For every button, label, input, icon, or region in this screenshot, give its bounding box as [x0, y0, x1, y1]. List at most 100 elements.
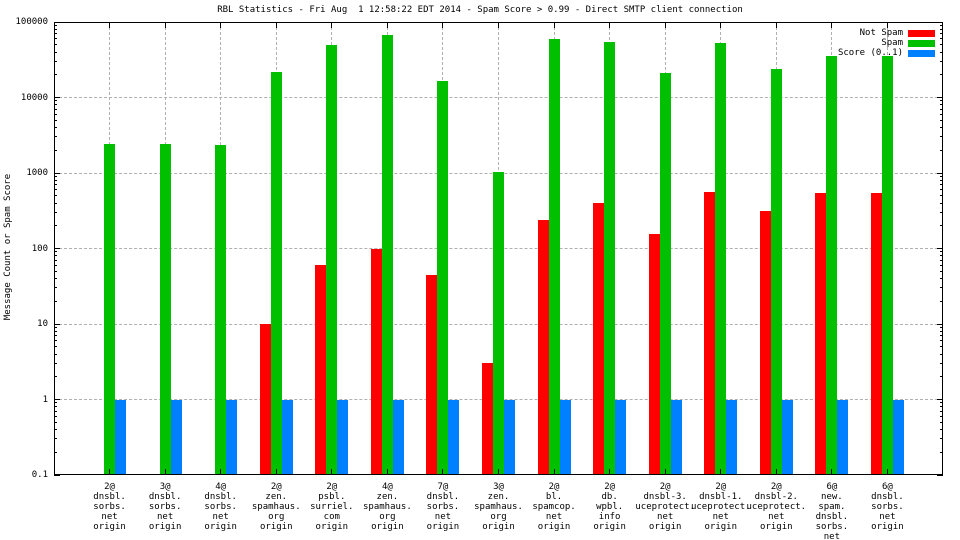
- y-axis-minor-tick: [54, 119, 57, 121]
- y-axis-minor-tick: [54, 38, 57, 40]
- x-axis-tick: [109, 469, 111, 475]
- x-axis-tick: [164, 469, 166, 475]
- x-axis-tick: [775, 22, 777, 28]
- legend-label-not-spam: Not Spam: [859, 28, 903, 38]
- x-axis-tick: [498, 469, 499, 475]
- x-axis-tick-label-line: spam.: [818, 502, 846, 512]
- x-axis-tick-label-line: bl.: [545, 492, 563, 502]
- y-axis-minor-tick: [940, 270, 943, 272]
- y-axis-tick: [54, 248, 60, 249]
- y-axis-minor-tick: [54, 24, 57, 26]
- y-axis-tick: [937, 323, 943, 325]
- y-axis-minor-tick: [54, 402, 57, 404]
- y-axis-minor-tick: [54, 376, 57, 378]
- x-axis-tick-label-line: origin: [315, 522, 349, 532]
- x-axis-tick-label-line: 2@: [659, 482, 671, 492]
- y-axis-tick: [54, 97, 60, 98]
- y-axis-tick: [937, 21, 943, 23]
- x-axis-tick-label-line: psbl.: [318, 492, 346, 502]
- x-axis-tick-label-line: org: [268, 512, 285, 522]
- y-axis-minor-tick: [54, 270, 57, 272]
- y-axis-minor-tick: [940, 175, 943, 177]
- x-axis-tick-label-line: 2@: [604, 482, 616, 492]
- y-axis-minor-tick: [940, 421, 943, 423]
- bar-spam: [326, 44, 338, 475]
- x-axis-tick-label-line: origin: [482, 522, 515, 532]
- y-axis-minor-tick: [940, 184, 943, 186]
- x-axis-tick: [609, 22, 611, 28]
- y-axis-minor-tick: [54, 149, 57, 151]
- x-axis-tick: [609, 469, 611, 475]
- bar-score-0-1: [559, 399, 571, 475]
- x-axis-tick-label-line: 3@: [493, 482, 504, 492]
- y-axis-tick: [54, 323, 60, 325]
- y-axis-minor-tick: [940, 335, 943, 337]
- x-axis-tick-label-line: net: [823, 532, 840, 540]
- y-axis-minor-tick: [940, 189, 943, 191]
- legend: Not Spam Spam Score (0..1): [838, 28, 935, 58]
- bar-score-0-1: [392, 399, 404, 475]
- x-axis-tick: [220, 469, 222, 475]
- y-axis-minor-tick: [54, 100, 57, 102]
- x-axis-tick-label-line: surriel.: [310, 502, 354, 512]
- x-axis-tick: [831, 22, 833, 28]
- y-axis-minor-tick: [940, 24, 943, 26]
- bar-score-0-1: [281, 399, 293, 475]
- x-axis-tick-label-line: dnsbl.: [93, 492, 126, 502]
- x-axis-tick-label-line: origin: [537, 522, 571, 532]
- y-axis-minor-tick: [54, 346, 57, 348]
- y-axis-minor-tick: [54, 175, 57, 177]
- y-axis-minor-tick: [54, 340, 57, 342]
- bar-spam: [104, 144, 116, 475]
- bar-spam: [548, 39, 560, 475]
- y-axis-tick-label: 1: [42, 394, 48, 405]
- x-axis-tick-label-line: zen.: [265, 492, 288, 502]
- y-axis-minor-tick: [54, 300, 57, 302]
- x-axis-tick-label-line: origin: [648, 522, 682, 532]
- bar-not-spam: [315, 265, 327, 475]
- x-axis-tick: [886, 22, 888, 28]
- y-axis-minor-tick: [54, 104, 57, 106]
- y-axis-minor-tick: [940, 108, 943, 110]
- x-axis-tick-label-line: origin: [871, 522, 904, 532]
- x-axis-tick-label-line: com: [323, 512, 340, 522]
- bar-not-spam: [870, 192, 882, 475]
- x-axis-tick: [775, 469, 777, 475]
- bar-score-0-1: [170, 399, 182, 475]
- y-axis-minor-tick: [940, 451, 943, 453]
- y-axis-tick: [54, 172, 60, 174]
- bar-score-0-1: [670, 399, 682, 475]
- y-axis-minor-tick: [54, 195, 57, 197]
- x-axis-tick-label-line: uceprotect.: [635, 502, 695, 512]
- y-axis-minor-tick: [940, 100, 943, 102]
- y-axis-minor-tick: [940, 74, 943, 76]
- y-axis-tick-label: 10: [37, 319, 48, 329]
- bar-spam: [381, 34, 393, 475]
- x-axis-tick: [164, 22, 166, 28]
- y-axis-minor-tick: [54, 330, 57, 332]
- y-axis-minor-tick: [940, 429, 943, 431]
- x-axis-tick-label: 2@ dnsbl-3. uceprotect. net origin: [633, 482, 697, 532]
- bar-score-0-1: [226, 399, 238, 475]
- y-axis-minor-tick: [54, 74, 57, 76]
- bar-not-spam: [759, 211, 771, 475]
- bar-spam: [826, 56, 838, 475]
- y-axis-tick: [937, 399, 943, 400]
- bar-spam: [659, 73, 671, 475]
- x-axis-tick-label-line: sorbs.: [871, 502, 904, 512]
- y-axis-minor-tick: [940, 127, 943, 129]
- bar-spam: [437, 81, 449, 475]
- x-axis-tick: [109, 22, 111, 28]
- x-axis-tick-label-line: net: [712, 512, 729, 522]
- bar-score-0-1: [837, 399, 849, 475]
- y-axis-minor-tick: [940, 51, 943, 53]
- x-axis-tick-label: 2@ psbl. surriel. com origin: [300, 482, 364, 532]
- y-axis-minor-tick: [54, 44, 57, 46]
- x-axis-tick-label-line: origin: [148, 522, 182, 532]
- x-axis-tick-label-line: origin: [204, 522, 237, 532]
- y-axis-minor-tick: [940, 136, 943, 138]
- x-axis-tick-label-line: org: [379, 512, 396, 522]
- y-axis-minor-tick: [940, 330, 943, 332]
